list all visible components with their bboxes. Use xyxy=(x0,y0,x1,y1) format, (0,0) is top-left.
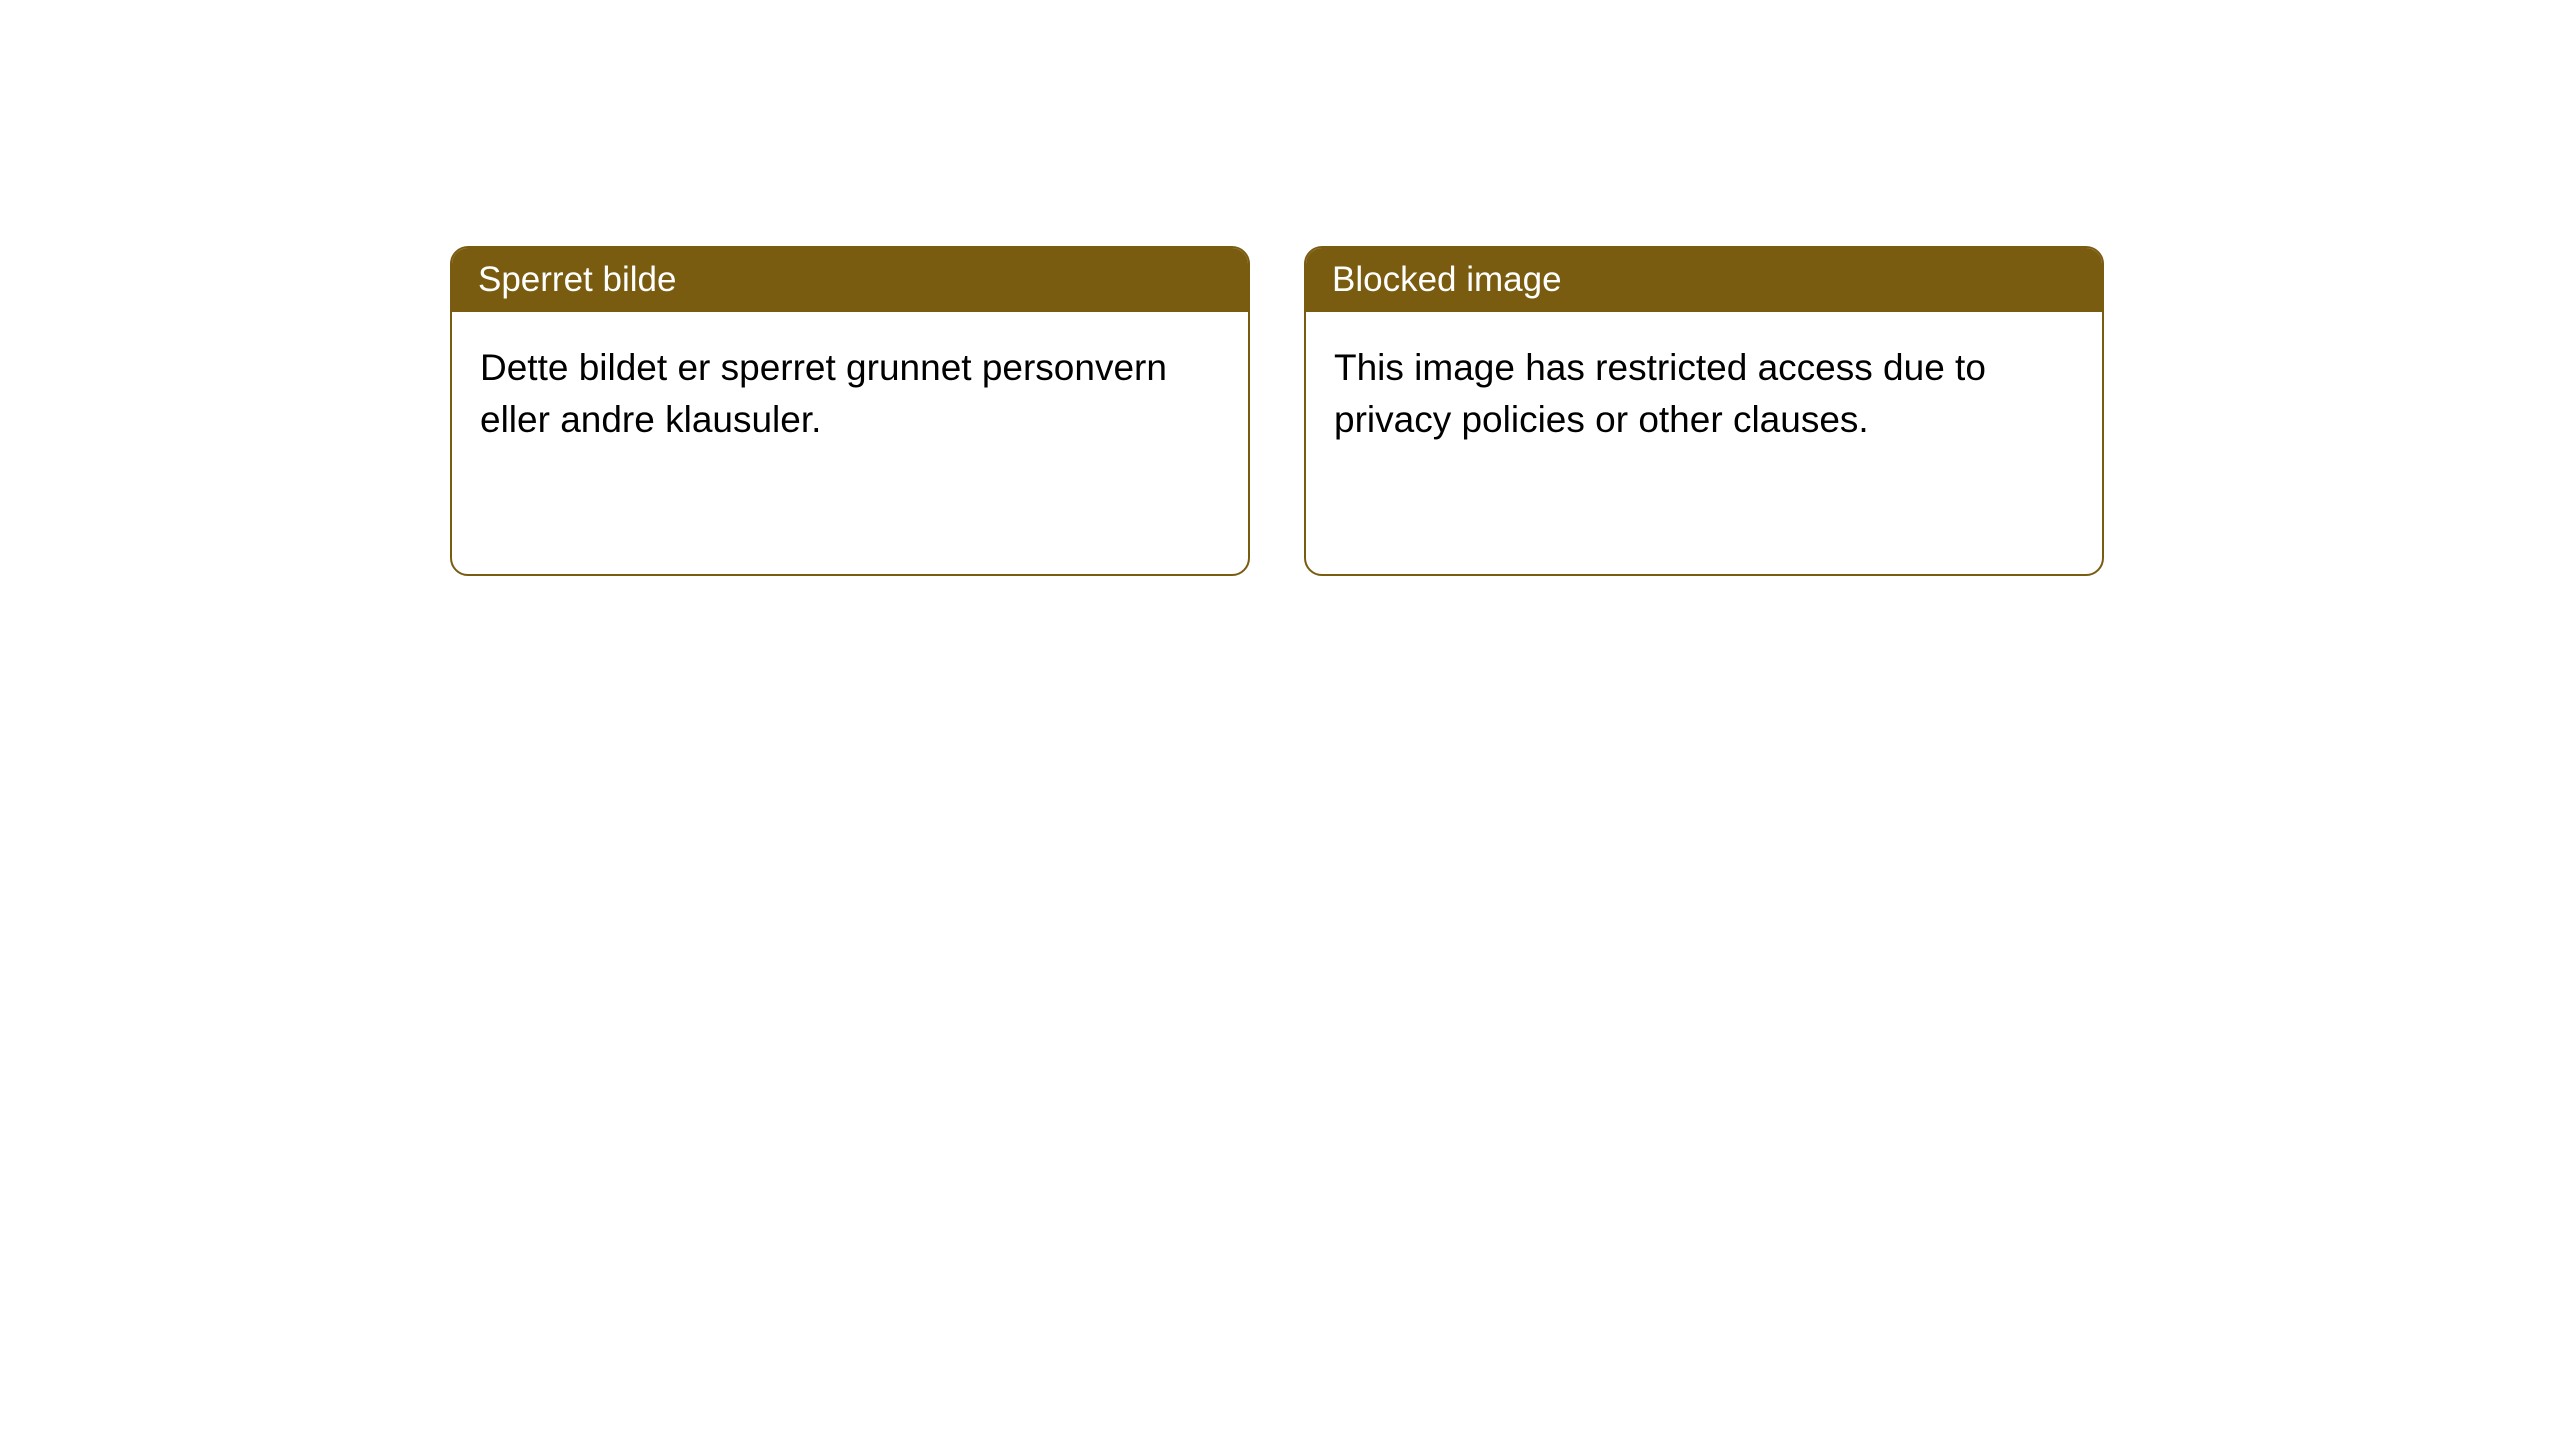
card-body: Dette bildet er sperret grunnet personve… xyxy=(452,312,1248,476)
card-header: Sperret bilde xyxy=(452,248,1248,312)
card-body-text: Dette bildet er sperret grunnet personve… xyxy=(480,347,1167,440)
notice-cards-container: Sperret bilde Dette bildet er sperret gr… xyxy=(0,246,2560,576)
notice-card-norwegian: Sperret bilde Dette bildet er sperret gr… xyxy=(450,246,1250,576)
card-title: Sperret bilde xyxy=(478,260,676,299)
card-header: Blocked image xyxy=(1306,248,2102,312)
card-body: This image has restricted access due to … xyxy=(1306,312,2102,476)
card-title: Blocked image xyxy=(1332,260,1562,299)
card-body-text: This image has restricted access due to … xyxy=(1334,347,1986,440)
notice-card-english: Blocked image This image has restricted … xyxy=(1304,246,2104,576)
